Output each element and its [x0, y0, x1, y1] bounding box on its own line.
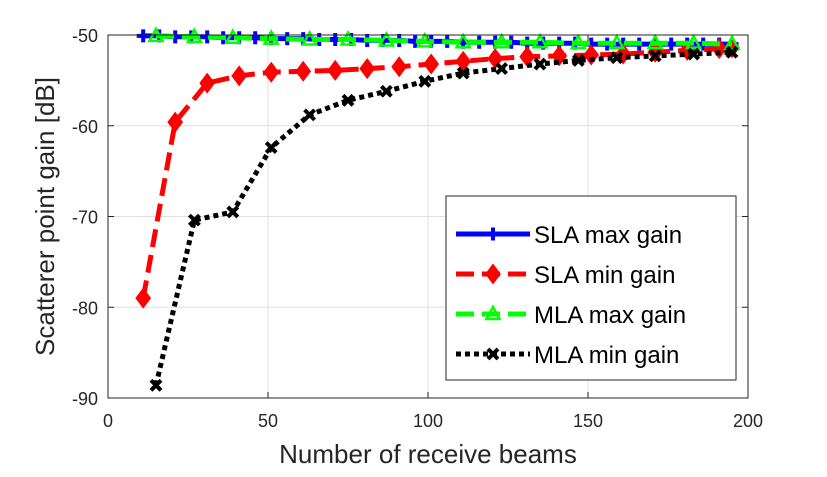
- data-point: [493, 32, 511, 49]
- y-axis-label: Scatterer point gain [dB]: [30, 77, 60, 356]
- data-point: [135, 287, 152, 309]
- data-point: [687, 47, 701, 61]
- legend-label: MLA max gain: [534, 302, 686, 329]
- data-point: [226, 205, 240, 219]
- x-tick-label: 200: [733, 411, 763, 431]
- data-point: [484, 304, 502, 321]
- series-lines: [135, 26, 741, 392]
- data-point: [723, 34, 741, 51]
- data-point: [149, 378, 163, 392]
- data-point: [263, 61, 280, 83]
- x-axis-label: Number of receive beams: [279, 439, 577, 469]
- y-tick-label: -60: [72, 117, 98, 137]
- data-point: [187, 213, 201, 227]
- y-tick-label: -70: [72, 208, 98, 228]
- legend-box: [445, 195, 737, 381]
- x-tick-label: 50: [258, 411, 278, 431]
- data-point: [377, 30, 395, 47]
- x-tick-label: 0: [103, 411, 113, 431]
- data-point: [495, 62, 509, 75]
- legend-label: SLA max gain: [534, 222, 682, 249]
- legend-item: MLA min gain: [456, 342, 679, 369]
- data-point: [456, 66, 470, 80]
- data-point: [301, 29, 319, 46]
- data-point: [485, 263, 501, 285]
- data-point: [646, 33, 664, 50]
- data-point: [391, 56, 408, 78]
- data-point: [454, 32, 472, 49]
- data-point: [264, 141, 278, 154]
- data-point: [327, 59, 344, 81]
- data-point: [341, 93, 355, 107]
- data-point: [551, 45, 568, 67]
- data-point: [295, 60, 312, 82]
- legend-label: SLA min gain: [534, 262, 675, 289]
- series-3: [149, 45, 739, 392]
- data-point: [571, 53, 585, 67]
- data-point: [648, 49, 662, 63]
- data-point: [531, 32, 549, 49]
- data-point: [303, 108, 317, 122]
- data-point: [339, 29, 357, 46]
- series-line: [153, 49, 733, 386]
- data-point: [423, 53, 440, 75]
- data-point: [167, 111, 184, 133]
- data-point: [199, 72, 216, 94]
- legend-item: SLA max gain: [456, 222, 682, 249]
- y-tick-label: -50: [72, 26, 98, 46]
- legend-label: MLA min gain: [534, 342, 679, 369]
- y-tick-label: -90: [72, 389, 98, 409]
- data-point: [136, 29, 150, 43]
- legend: SLA max gain SLA min gain MLA max gain MLA …: [445, 195, 737, 381]
- data-point: [455, 50, 472, 72]
- data-point: [185, 27, 203, 44]
- data-point: [685, 33, 703, 50]
- legend-item: MLA max gain: [456, 302, 686, 329]
- data-point: [231, 65, 248, 87]
- data-point: [725, 45, 739, 59]
- data-point: [533, 57, 547, 71]
- data-point: [610, 51, 624, 65]
- data-point: [224, 28, 242, 44]
- x-tick-label: 100: [413, 411, 443, 431]
- data-point: [418, 74, 432, 88]
- axes: 0 50 100 150 200 -90 -80 -70 -60 -50: [72, 26, 763, 431]
- data-point: [569, 33, 587, 50]
- series-line: [155, 33, 733, 47]
- data-point: [359, 58, 376, 80]
- data-point: [608, 33, 626, 50]
- x-tick-label: 150: [573, 411, 603, 431]
- data-point: [486, 347, 500, 361]
- y-tick-label: -80: [72, 298, 98, 318]
- legend-item: SLA min gain: [456, 262, 675, 289]
- data-point: [379, 84, 393, 98]
- data-point: [486, 227, 500, 241]
